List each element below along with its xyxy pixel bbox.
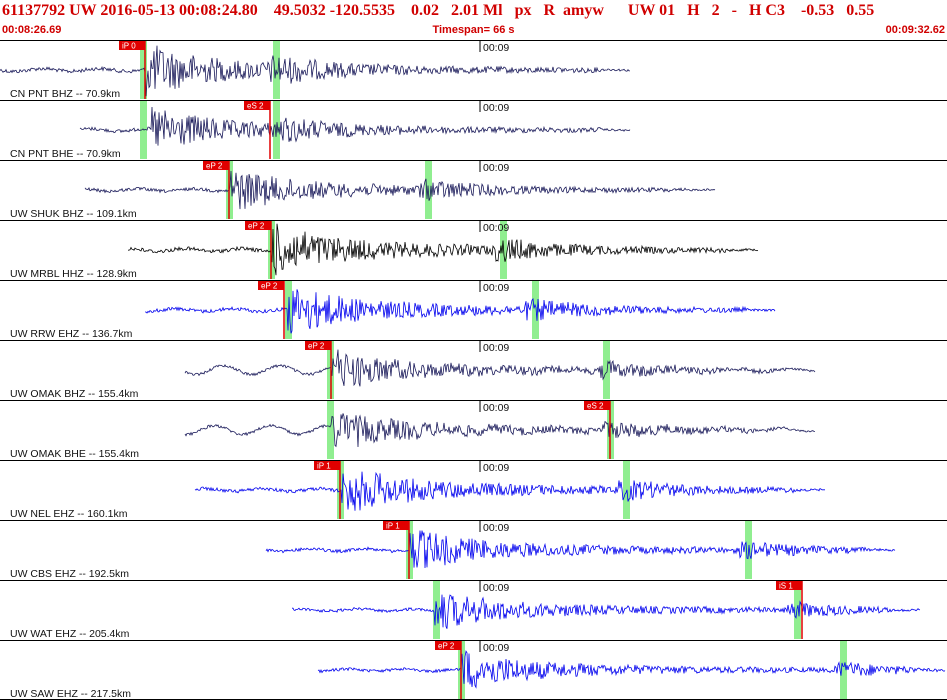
- station-label: UW SHUK BHZ -- 109.1km: [10, 208, 137, 220]
- pick-label: eS 2: [247, 102, 264, 111]
- pick-window: [623, 461, 630, 519]
- pick-label: eP 2: [206, 162, 223, 171]
- trace-row[interactable]: eP 2 00:09 UW MRBL HHZ -- 128.9km: [0, 220, 947, 281]
- station-label: UW OMAK BHE -- 155.4km: [10, 448, 139, 460]
- pick-flag[interactable]: [776, 581, 802, 590]
- time-marker-label: 00:09: [483, 582, 509, 594]
- trace-row[interactable]: eS 2 00:09 UW OMAK BHE -- 155.4km: [0, 400, 947, 461]
- trace-row[interactable]: iP 1 00:09 UW NEL EHZ -- 160.1km: [0, 460, 947, 521]
- pick-label: eP 2: [308, 342, 325, 351]
- station-label: UW SAW EHZ -- 217.5km: [10, 688, 131, 700]
- pick-label: eP 2: [261, 282, 278, 291]
- time-marker-label: 00:09: [483, 402, 509, 414]
- pick-label: iS 1: [779, 582, 793, 591]
- waveform-trace: [184, 349, 816, 387]
- time-marker-label: 00:09: [483, 162, 509, 174]
- pick-window: [140, 41, 147, 99]
- trace-row[interactable]: iP 0 00:09 CN PNT BHZ -- 70.9km: [0, 40, 947, 101]
- pick-window: [532, 281, 539, 339]
- waveform-trace: [292, 594, 921, 629]
- pick-flag[interactable]: [584, 401, 610, 410]
- time-marker-label: 00:09: [483, 522, 509, 534]
- pick-window: [327, 401, 334, 459]
- waveform-trace: [184, 413, 816, 448]
- pick-flag[interactable]: [258, 281, 284, 290]
- station-label: UW WAT EHZ -- 205.4km: [10, 628, 130, 640]
- end-time-label: 00:09:32.62: [885, 24, 945, 36]
- pick-window: [603, 341, 610, 399]
- time-marker-label: 00:09: [483, 42, 509, 54]
- station-label: UW OMAK BHZ -- 155.4km: [10, 388, 139, 400]
- trace-row[interactable]: eP 2 00:09 UW RRW EHZ -- 136.7km: [0, 280, 947, 341]
- pick-label: eP 2: [438, 642, 455, 651]
- pick-flag[interactable]: [203, 161, 229, 170]
- trace-row[interactable]: eS 2 00:09 CN PNT BHE -- 70.9km: [0, 100, 947, 161]
- time-marker-label: 00:09: [483, 642, 509, 654]
- waveform-trace: [79, 106, 631, 146]
- pick-flag[interactable]: [244, 101, 270, 110]
- pick-label: iP 1: [386, 522, 400, 531]
- station-label: CN PNT BHE -- 70.9km: [10, 148, 121, 160]
- station-label: CN PNT BHZ -- 70.9km: [10, 88, 120, 100]
- event-summary-title: 61137792 UW 2016-05-13 00:08:24.80 49.50…: [2, 2, 875, 19]
- trace-row[interactable]: eP 2 00:09 UW SAW EHZ -- 217.5km: [0, 640, 947, 700]
- pick-label: iP 1: [317, 462, 331, 471]
- waveform-trace: [317, 650, 946, 689]
- time-marker-label: 00:09: [483, 282, 509, 294]
- pick-flag[interactable]: [383, 521, 409, 530]
- trace-row[interactable]: eP 2 00:09 UW SHUK BHZ -- 109.1km: [0, 160, 947, 221]
- time-marker-label: 00:09: [483, 462, 509, 474]
- pick-flag[interactable]: [435, 641, 461, 650]
- start-time-label: 00:08:26.69: [2, 24, 62, 36]
- pick-window: [794, 581, 801, 639]
- station-label: UW RRW EHZ -- 136.7km: [10, 328, 133, 340]
- window-header: 61137792 UW 2016-05-13 00:08:24.80 49.50…: [0, 0, 947, 40]
- pick-window: [840, 641, 847, 699]
- station-label: UW MRBL HHZ -- 128.9km: [10, 268, 137, 280]
- pick-label: iP 0: [122, 42, 136, 51]
- pick-flag[interactable]: [119, 41, 145, 50]
- time-marker-label: 00:09: [483, 102, 509, 114]
- station-label: UW NEL EHZ -- 160.1km: [10, 508, 128, 520]
- waveform-trace: [127, 223, 759, 276]
- waveform-trace: [84, 170, 716, 210]
- waveform-trace: [194, 471, 825, 511]
- pick-flag[interactable]: [314, 461, 340, 470]
- pick-flag[interactable]: [305, 341, 331, 350]
- waveform-trace: [265, 530, 896, 569]
- pick-window: [433, 581, 440, 639]
- timespan-label: Timespan= 66 s: [432, 24, 515, 36]
- pick-flag[interactable]: [245, 221, 271, 230]
- waveform-trace: [145, 289, 776, 334]
- station-label: UW CBS EHZ -- 192.5km: [10, 568, 129, 580]
- seismogram-panel[interactable]: iP 0 00:09 CN PNT BHZ -- 70.9km eS 2 00:09 CN…: [0, 40, 947, 700]
- time-marker-label: 00:09: [483, 342, 509, 354]
- trace-row[interactable]: eP 2 00:09 UW OMAK BHZ -- 155.4km: [0, 340, 947, 401]
- pick-label: eP 2: [248, 222, 265, 231]
- pick-window: [273, 41, 280, 99]
- time-marker-label: 00:09: [483, 222, 509, 234]
- pick-label: eS 2: [587, 402, 604, 411]
- trace-row[interactable]: iP 1 00:09 UW CBS EHZ -- 192.5km: [0, 520, 947, 581]
- trace-row[interactable]: iS 1 00:09 UW WAT EHZ -- 205.4km: [0, 580, 947, 641]
- waveform-trace: [0, 45, 630, 97]
